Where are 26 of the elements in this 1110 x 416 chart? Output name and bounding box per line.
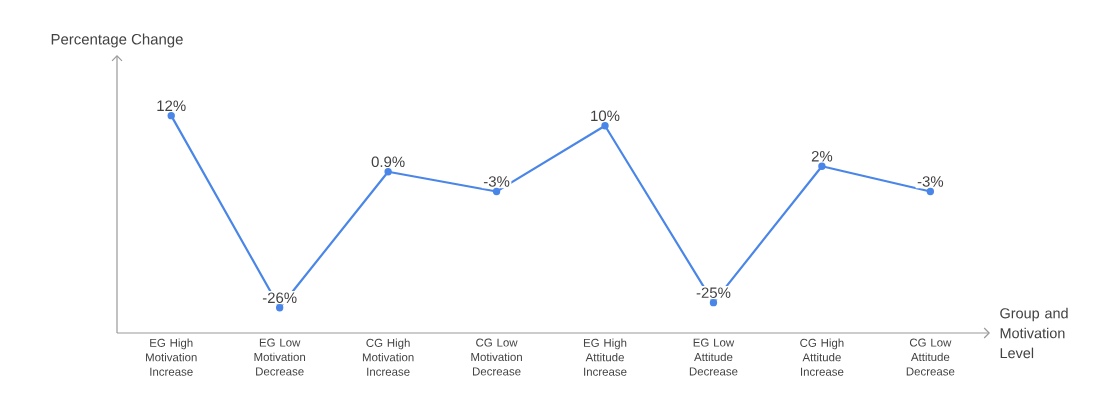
point <box>709 298 718 307</box>
data-label: 2% <box>811 150 833 162</box>
point <box>167 111 175 120</box>
point <box>818 162 826 170</box>
point <box>601 122 609 130</box>
data-label: 10% <box>591 110 620 122</box>
x-tick-label: EG Low Attitude Decrease <box>689 338 738 376</box>
x-tick-label: EG Low Motivation Decrease <box>254 338 306 376</box>
point <box>926 187 935 196</box>
x-axis-title: Group and Motivation Level <box>1000 307 1068 359</box>
x-tick-label: EG High Motivation Increase <box>146 338 197 376</box>
x-tick-label: CG High Attitude Increase <box>800 338 844 376</box>
data-label: -26% <box>262 292 297 304</box>
y-axis-title: Percentage Change <box>51 33 183 48</box>
point <box>275 304 284 312</box>
point <box>492 187 501 196</box>
x-tick-label: CG Low Attitude Decrease <box>906 338 955 376</box>
data-label: 12% <box>157 100 186 111</box>
x-tick-label: CG Low Motivation Decrease <box>471 338 522 376</box>
point <box>384 168 392 176</box>
data-label: -3% <box>483 176 510 187</box>
data-label: -25% <box>696 287 731 298</box>
x-tick-label: CG High Motivation Increase <box>362 338 414 376</box>
data-label: -3% <box>917 176 944 187</box>
data-label: 0.9% <box>371 156 405 168</box>
x-tick-label: EG High Attitude Increase <box>583 338 627 376</box>
